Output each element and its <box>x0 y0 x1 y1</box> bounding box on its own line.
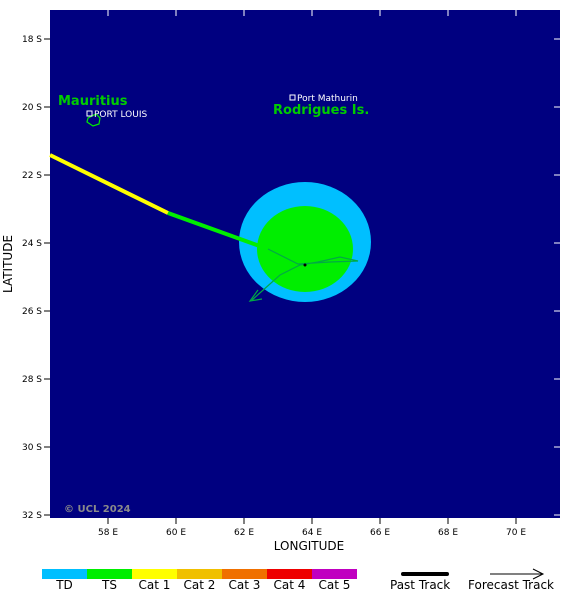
lon-tick-label: 68 E <box>438 528 458 538</box>
axis-tick-labels: 18 S 20 S 22 S 24 S 26 S 28 S 30 S 32 S 58 E 60 E… <box>22 35 526 538</box>
lon-tick-label: 64 E <box>302 528 322 538</box>
lon-tick-label: 66 E <box>370 528 390 538</box>
lon-tick-label: 58 E <box>98 528 118 538</box>
lon-tick-label: 60 E <box>166 528 186 538</box>
lat-tick-label: 18 S <box>22 35 42 45</box>
intensity-label: Cat 4 <box>273 578 306 592</box>
axis-ticks <box>44 10 560 524</box>
port-mathurin-label: Port Mathurin <box>297 94 358 104</box>
forecast-track-line <box>251 248 359 301</box>
intensity-legend: TD TS Cat 1 Cat 2 Cat 3 Cat 4 Cat 5 Past Track… <box>0 560 580 602</box>
intensity-swatch-cat2 <box>177 569 222 579</box>
lon-tick-label: 62 E <box>234 528 254 538</box>
lat-tick-label: 30 S <box>22 443 42 453</box>
forecast-track-legend-arrow <box>490 568 545 580</box>
mauritius-label: Mauritius <box>58 94 128 109</box>
intensity-swatch-cat1 <box>132 569 177 579</box>
port-mathurin-marker <box>289 94 296 101</box>
past-track-cat1-segment <box>49 153 169 215</box>
port-louis-marker <box>86 110 93 117</box>
intensity-label: TD <box>56 578 73 592</box>
lat-tick-label: 24 S <box>22 239 42 249</box>
intensity-label: Cat 3 <box>228 578 261 592</box>
lat-tick-label: 22 S <box>22 171 42 181</box>
intensity-label: Cat 2 <box>183 578 216 592</box>
lat-tick-label: 32 S <box>22 511 42 521</box>
intensity-color-scale <box>42 569 357 579</box>
x-axis-title: LONGITUDE <box>274 539 344 553</box>
lat-tick-label: 20 S <box>22 103 42 113</box>
mauritius-island-shape <box>86 113 101 127</box>
storm-center-marker <box>303 263 307 267</box>
forecast-track-arrowhead <box>248 289 263 302</box>
copyright-label: © UCL 2024 <box>64 504 131 515</box>
past-track-legend-line <box>401 572 449 576</box>
port-louis-label: PORT LOUIS <box>94 110 147 120</box>
intensity-label: Cat 5 <box>318 578 351 592</box>
rodrigues-label: Rodrigues Is. <box>273 103 369 118</box>
intensity-label: TS <box>102 578 117 592</box>
forecast-track-label: Forecast Track <box>468 578 554 592</box>
ts-wind-field <box>257 206 353 292</box>
intensity-label: Cat 1 <box>138 578 171 592</box>
intensity-swatch-cat5 <box>312 569 357 579</box>
lat-tick-label: 28 S <box>22 375 42 385</box>
intensity-swatch-td <box>42 569 87 579</box>
intensity-swatch-cat4 <box>267 569 312 579</box>
past-track-ts-segment <box>167 211 269 251</box>
lat-tick-label: 26 S <box>22 307 42 317</box>
y-axis-title: LATITUDE <box>1 235 15 293</box>
intensity-swatch-cat3 <box>222 569 267 579</box>
intensity-swatch-ts <box>87 569 132 579</box>
lon-tick-label: 70 E <box>506 528 526 538</box>
past-track-label: Past Track <box>390 578 451 592</box>
